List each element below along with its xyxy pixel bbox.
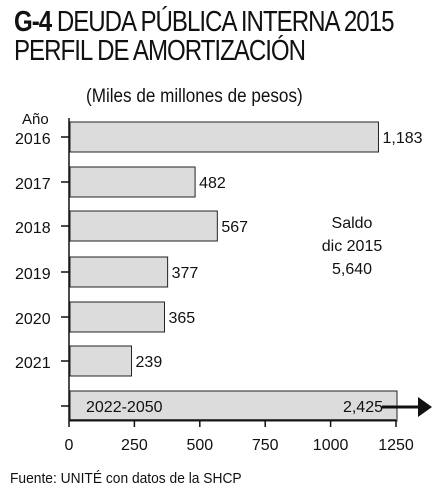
value-label: 239 bbox=[136, 354, 163, 371]
value-label: 2,425 bbox=[343, 399, 383, 416]
continuation-arrow-icon bbox=[418, 397, 432, 417]
title-line-2: PERFIL DE AMORTIZACIÓN bbox=[14, 35, 306, 67]
value-label: 567 bbox=[221, 219, 248, 236]
annotation-line-1: Saldo bbox=[332, 215, 373, 232]
source-note: Fuente: UNITÉ con datos de la SHCP bbox=[10, 470, 242, 487]
category-label: 2019 bbox=[15, 266, 51, 283]
chart-title: G-4 DEUDA PÚBLICA INTERNA 2015 PERFIL DE … bbox=[14, 6, 395, 67]
bar bbox=[69, 301, 165, 333]
x-tick-label: 1000 bbox=[313, 437, 349, 454]
category-label: 2022-2050 bbox=[86, 399, 163, 416]
bar bbox=[69, 345, 133, 377]
title-line-1: DEUDA PÚBLICA INTERNA 2015 bbox=[56, 6, 395, 38]
bar bbox=[69, 210, 218, 242]
category-label: 2021 bbox=[15, 355, 51, 372]
bar bbox=[69, 256, 169, 288]
x-tick-label: 250 bbox=[121, 437, 148, 454]
value-label: 482 bbox=[199, 175, 226, 192]
annotation-line-2: dic 2015 bbox=[322, 238, 383, 255]
bar-chart: Año 2016 1,183 2017 482 2018 567 2019 377 2020 365… bbox=[15, 111, 432, 454]
category-label: 2016 bbox=[15, 131, 51, 148]
x-tick-label: 1250 bbox=[378, 437, 414, 454]
x-tick-label: 500 bbox=[186, 437, 213, 454]
category-label: 2020 bbox=[15, 311, 51, 328]
chart-code: G-4 bbox=[14, 6, 52, 38]
chart-subtitle: (Miles de millones de pesos) bbox=[86, 86, 303, 107]
category-label: 2017 bbox=[15, 176, 51, 193]
x-tick-label: 750 bbox=[252, 437, 279, 454]
value-label: 365 bbox=[168, 310, 195, 327]
x-tick-label: 0 bbox=[65, 437, 74, 454]
annotation-line-3: 5,640 bbox=[332, 261, 372, 278]
category-axis-label: Año bbox=[22, 111, 49, 128]
category-label: 2018 bbox=[15, 220, 51, 237]
bar bbox=[69, 166, 196, 198]
value-label: 1,183 bbox=[382, 130, 422, 147]
value-label: 377 bbox=[172, 265, 199, 282]
bar bbox=[69, 390, 398, 422]
bar bbox=[69, 121, 379, 153]
